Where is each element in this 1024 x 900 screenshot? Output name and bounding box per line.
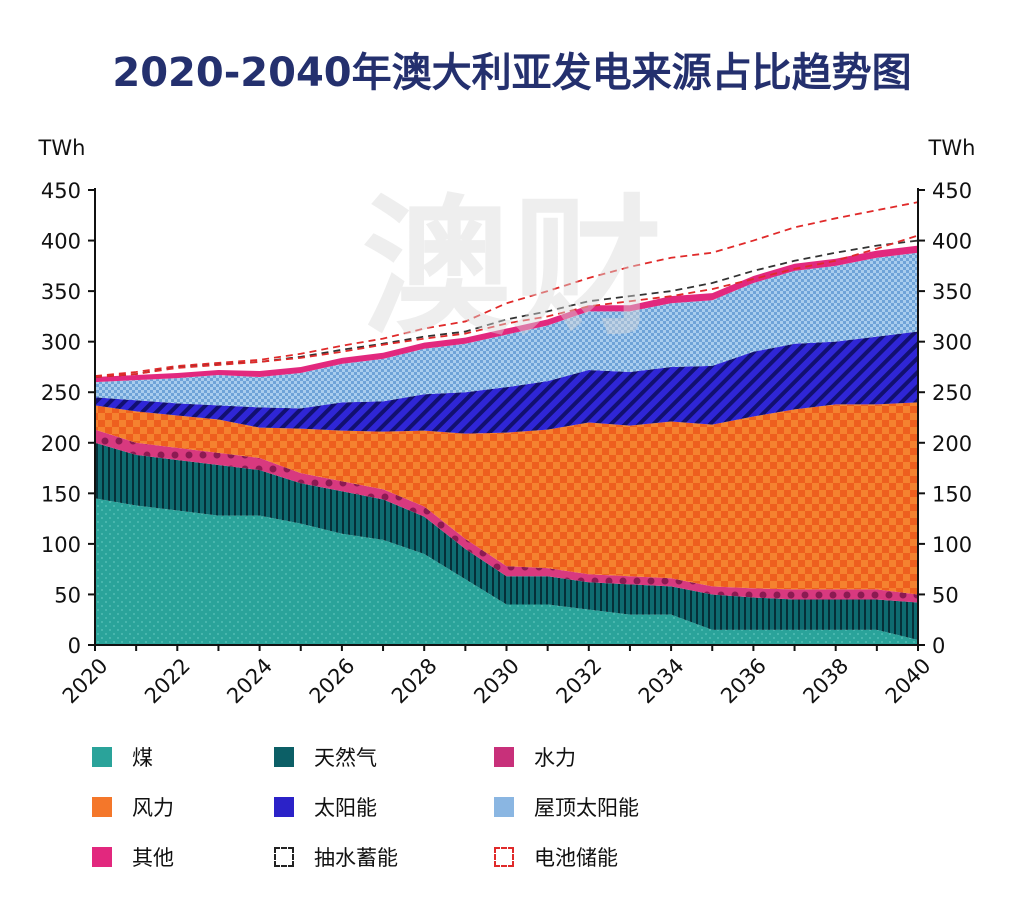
x-tick-label: 2024 xyxy=(222,654,277,709)
y-tick-label-right: 200 xyxy=(932,432,972,456)
stacked-areas xyxy=(95,245,918,645)
chart-title: 2020-2040年澳大利亚发电来源占比趋势图 xyxy=(112,50,912,96)
area-煤 xyxy=(95,498,918,645)
legend-swatch xyxy=(274,847,294,867)
legend-item: 天然气 xyxy=(274,742,377,772)
legend-swatch xyxy=(274,747,294,767)
legend-item: 屋顶太阳能 xyxy=(494,792,639,822)
legend-label: 其他 xyxy=(132,846,174,870)
legend-item: 风力 xyxy=(92,792,174,822)
x-tick-label: 2020 xyxy=(58,654,113,709)
legend-swatch xyxy=(494,797,514,817)
legend-label: 抽水蓄能 xyxy=(314,846,398,870)
y-tick-label-left: 250 xyxy=(41,381,81,405)
y-tick-label-left: 150 xyxy=(41,482,81,506)
x-tick-label: 2022 xyxy=(140,654,195,709)
y-tick-label-right: 50 xyxy=(932,583,959,607)
y-tick-label-right: 300 xyxy=(932,331,972,355)
legend-label: 屋顶太阳能 xyxy=(534,796,639,820)
area-天然气 xyxy=(95,442,918,640)
area-风力 xyxy=(95,402,918,595)
x-tick-label: 2034 xyxy=(634,654,689,709)
x-axis-ticks: 2020 2022 2024 2026 2028 2030 2032 2034 2036 2038… xyxy=(58,645,936,708)
legend-swatch xyxy=(92,797,112,817)
y-tick-label-right: 250 xyxy=(932,381,972,405)
legend-swatch xyxy=(92,847,112,867)
y-tick-label-left: 450 xyxy=(41,179,81,203)
y-tick-label-left: 0 xyxy=(68,634,81,658)
x-tick-label: 2028 xyxy=(387,654,442,709)
dashed-line-电池储能 xyxy=(94,201,919,377)
y-tick-label-right: 350 xyxy=(932,280,972,304)
legend-label: 风力 xyxy=(132,796,174,820)
watermark: 澳财 xyxy=(362,182,662,356)
x-tick-label: 2032 xyxy=(552,654,607,709)
legend-swatch xyxy=(494,747,514,767)
legend-swatch xyxy=(494,847,514,867)
x-tick-label: 2040 xyxy=(881,654,936,709)
legend-item: 电池储能 xyxy=(494,842,618,872)
x-tick-label: 2026 xyxy=(305,654,360,709)
legend-swatch xyxy=(92,747,112,767)
storage-dashed-lines xyxy=(94,201,919,378)
y-tick-label-right: 450 xyxy=(932,179,972,203)
legend-label: 天然气 xyxy=(314,746,377,770)
y-tick-label-left: 350 xyxy=(41,280,81,304)
legend-label: 煤 xyxy=(132,746,153,770)
legend-item: 其他 xyxy=(92,842,174,872)
x-tick-label: 2038 xyxy=(798,654,853,709)
area-水力 xyxy=(95,429,918,603)
area-太阳能 xyxy=(95,331,918,434)
y-tick-label-left: 200 xyxy=(41,432,81,456)
legend-label: 太阳能 xyxy=(314,796,377,820)
area-其他 xyxy=(95,245,918,383)
y-unit-left: TWh xyxy=(38,136,86,160)
legend-item: 煤 xyxy=(92,742,153,772)
x-tick-label: 2036 xyxy=(716,654,771,709)
x-tick-label: 2030 xyxy=(469,654,524,709)
y-tick-label-right: 100 xyxy=(932,533,972,557)
y-unit-right: TWh xyxy=(928,136,976,160)
dashed-line-电池储能 xyxy=(94,234,919,378)
legend-swatch xyxy=(274,797,294,817)
y-tick-label-right: 400 xyxy=(932,230,972,254)
y-tick-label-left: 400 xyxy=(41,230,81,254)
y-tick-label-right: 150 xyxy=(932,482,972,506)
y-tick-label-left: 300 xyxy=(41,331,81,355)
legend-item: 抽水蓄能 xyxy=(274,842,398,872)
y-tick-label-left: 100 xyxy=(41,533,81,557)
y-tick-label-right: 0 xyxy=(932,634,945,658)
y-tick-label-left: 50 xyxy=(54,583,81,607)
legend-item: 水力 xyxy=(494,742,576,772)
legend-label: 水力 xyxy=(534,746,576,770)
legend-label: 电池储能 xyxy=(534,846,618,870)
area-屋顶太阳能 xyxy=(95,252,918,409)
y-axis-ticks: 0 0 50 50 100 100 150 150 200 200 250 250 300 300 350 3… xyxy=(41,179,972,658)
legend-item: 太阳能 xyxy=(274,792,377,822)
